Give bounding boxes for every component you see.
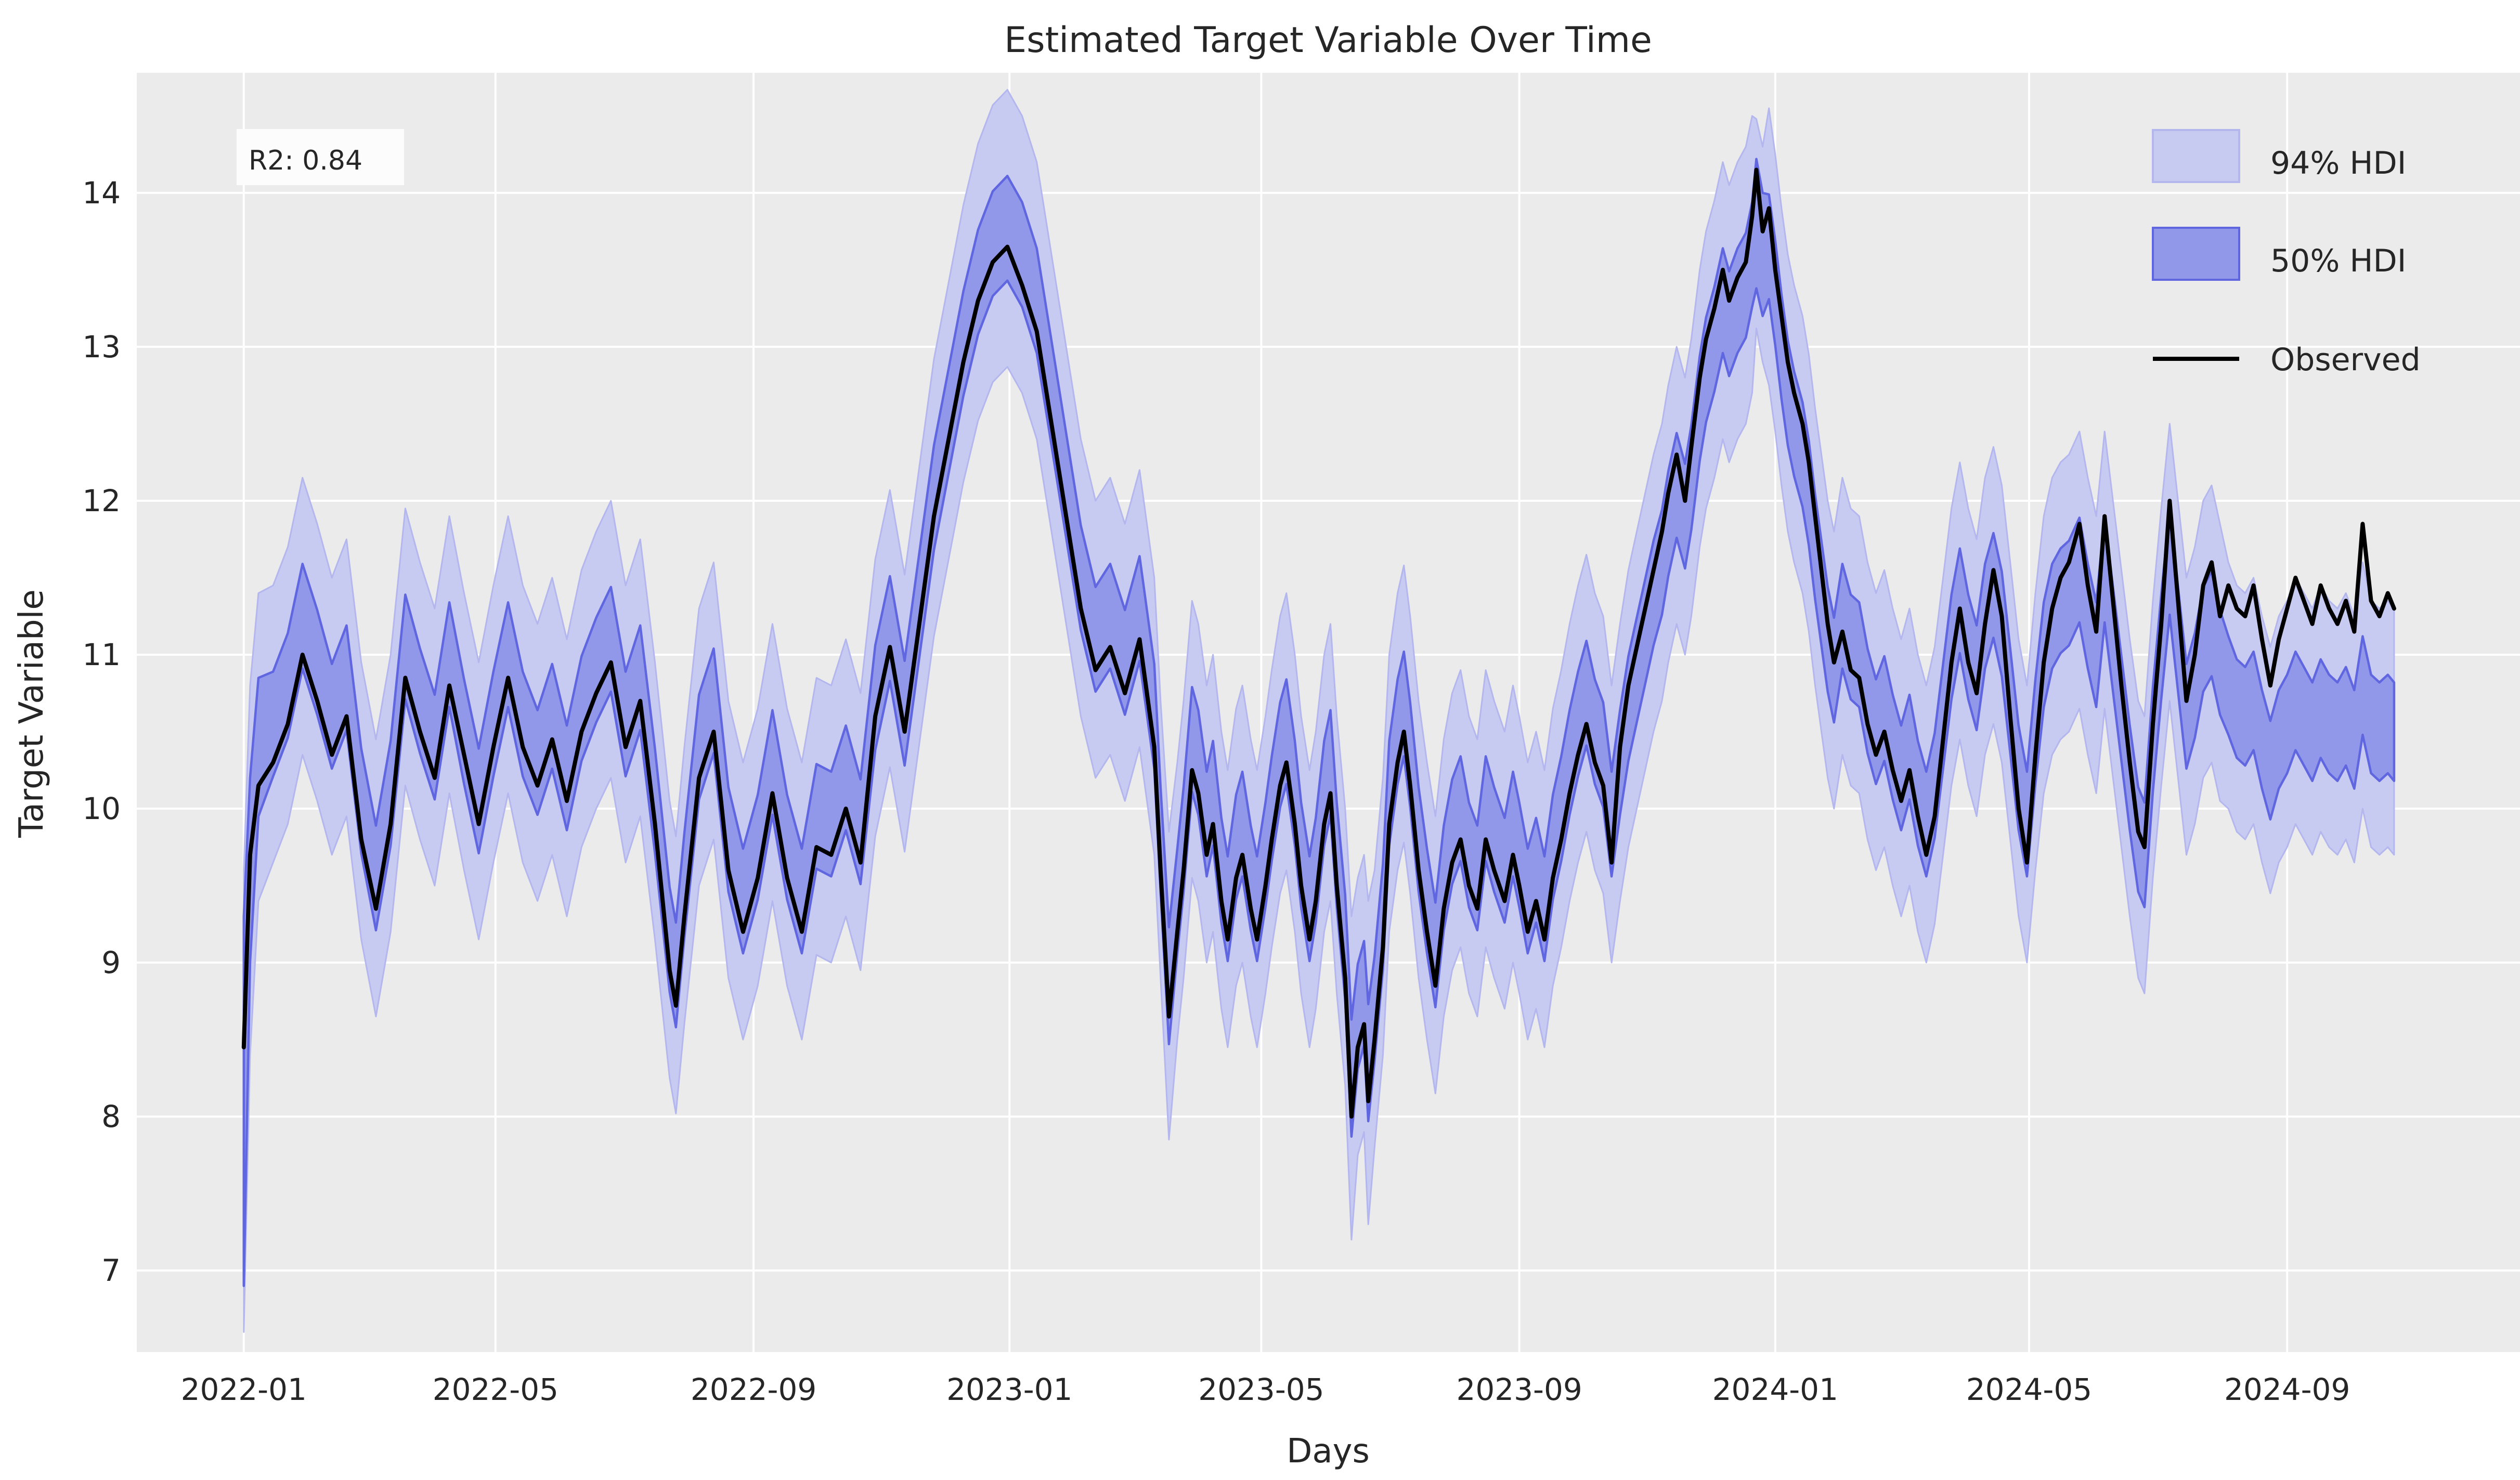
y-tick-label: 7 [101, 1253, 121, 1288]
x-tick-label: 2024-09 [2224, 1372, 2350, 1407]
x-tick-label: 2022-01 [181, 1372, 307, 1407]
hdi-50-band [242, 158, 2396, 1287]
y-tick-label: 11 [82, 637, 121, 672]
x-tick-label: 2023-05 [1198, 1372, 1324, 1407]
x-axis-tick-labels: 2022-01 2022-05 2022-09 2023-01 2023-05 2023-… [181, 1372, 2350, 1407]
x-axis-label: Days [1287, 1432, 1370, 1471]
legend-swatch-50-hdi [2152, 227, 2240, 281]
r2-annotation-box [237, 129, 404, 185]
y-tick-label: 13 [82, 329, 121, 365]
legend-swatch-94-hdi [2152, 129, 2240, 183]
r2-annotation-text: R2: 0.84 [249, 145, 362, 176]
x-tick-label: 2024-01 [1712, 1372, 1838, 1407]
y-axis-tick-labels: 7 8 9 10 11 12 13 14 [82, 175, 121, 1288]
x-tick-label: 2022-05 [433, 1372, 558, 1407]
series-layer [241, 89, 2396, 1333]
x-tick-label: 2022-09 [691, 1372, 816, 1407]
hdi-94-band [243, 89, 2395, 1333]
y-tick-label: 8 [101, 1099, 121, 1134]
y-tick-label: 12 [82, 483, 121, 518]
x-tick-label: 2023-09 [1456, 1372, 1582, 1407]
chart-title: Estimated Target Variable Over Time [1004, 20, 1652, 61]
legend-label-94-hdi: 94% HDI [2270, 145, 2406, 181]
y-tick-label: 14 [82, 175, 121, 211]
r2-annotation: R2: 0.84 [237, 129, 404, 185]
y-tick-label: 9 [101, 945, 121, 980]
observed-line [241, 167, 2396, 1119]
y-tick-label: 10 [82, 791, 121, 826]
x-tick-label: 2023-01 [946, 1372, 1072, 1407]
legend: 94% HDI 50% HDI Observed [2152, 129, 2421, 378]
legend-label-50-hdi: 50% HDI [2270, 243, 2406, 279]
legend-label-observed: Observed [2270, 342, 2421, 378]
x-tick-label: 2024-05 [1966, 1372, 2092, 1407]
y-axis-label: Target Variable [12, 589, 51, 838]
